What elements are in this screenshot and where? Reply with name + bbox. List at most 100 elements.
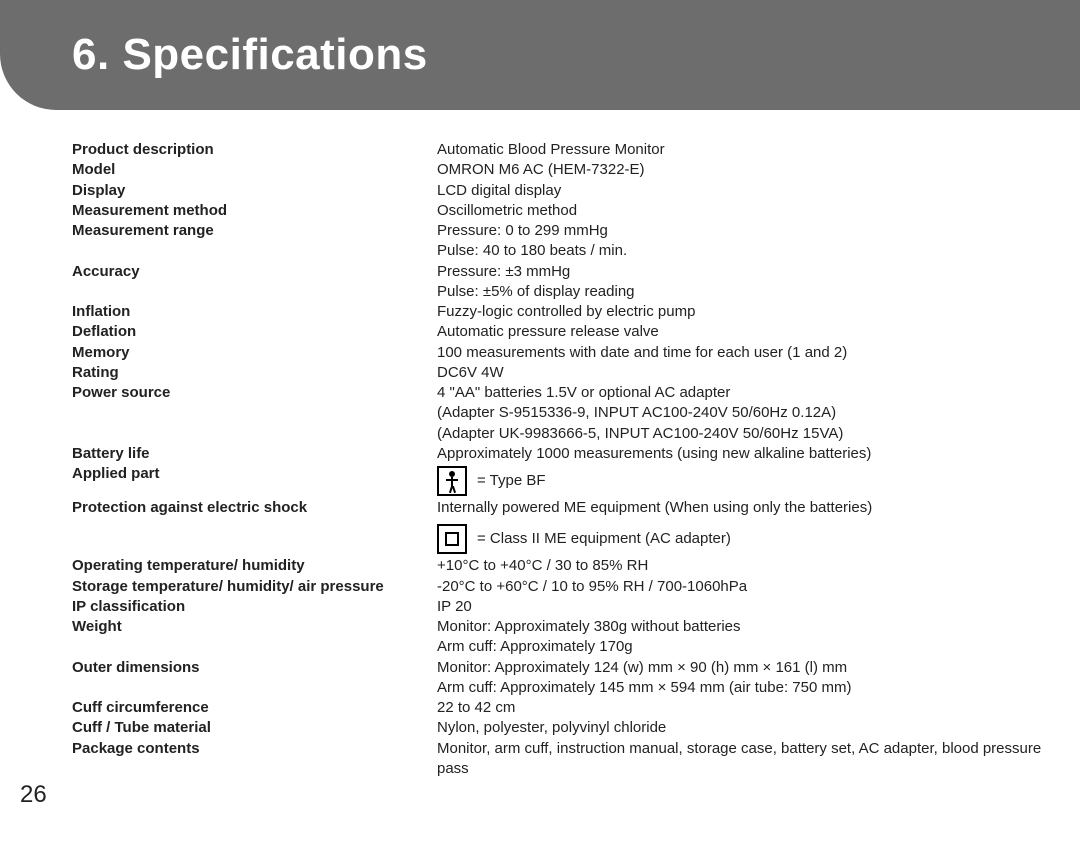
spec-label: Memory: [72, 343, 437, 363]
spec-row: Product descriptionAutomatic Blood Press…: [72, 140, 1052, 160]
icon-line: = Type BF: [437, 466, 1052, 496]
header-band: 6. Specifications: [0, 0, 1080, 110]
spec-value: Pressure: 0 to 299 mmHgPulse: 40 to 180 …: [437, 221, 1052, 262]
spec-row: Package contentsMonitor, arm cuff, instr…: [72, 739, 1052, 780]
spec-table: Product descriptionAutomatic Blood Press…: [72, 140, 1052, 779]
spec-value: 100 measurements with date and time for …: [437, 343, 1052, 363]
spec-label: Weight: [72, 617, 437, 637]
spec-value-line: Pulse: 40 to 180 beats / min.: [437, 241, 1052, 261]
spec-label: Deflation: [72, 322, 437, 342]
spec-value: Nylon, polyester, polyvinyl chloride: [437, 718, 1052, 738]
section-number: 6.: [72, 30, 110, 79]
spec-value-line: (Adapter S-9515336-9, INPUT AC100-240V 5…: [437, 403, 1052, 423]
spec-value-line: Pressure: ±3 mmHg: [437, 262, 1052, 282]
spec-value: DC6V 4W: [437, 363, 1052, 383]
spec-row: IP classificationIP 20: [72, 597, 1052, 617]
spec-row: DisplayLCD digital display: [72, 181, 1052, 201]
spec-value-line: OMRON M6 AC (HEM-7322-E): [437, 160, 1052, 180]
spec-value: Approximately 1000 measurements (using n…: [437, 444, 1052, 464]
spec-value-line: +10°C to +40°C / 30 to 85% RH: [437, 556, 1052, 576]
spec-row: Battery lifeApproximately 1000 measureme…: [72, 444, 1052, 464]
spec-value: Pressure: ±3 mmHgPulse: ±5% of display r…: [437, 262, 1052, 303]
spec-value: -20°C to +60°C / 10 to 95% RH / 700-1060…: [437, 577, 1052, 597]
spec-value: Fuzzy-logic controlled by electric pump: [437, 302, 1052, 322]
spec-value: Automatic Blood Pressure Monitor: [437, 140, 1052, 160]
spec-label: Power source: [72, 383, 437, 403]
spec-row: DeflationAutomatic pressure release valv…: [72, 322, 1052, 342]
spec-label: Accuracy: [72, 262, 437, 282]
spec-value-line: Automatic Blood Pressure Monitor: [437, 140, 1052, 160]
spec-value-line: (Adapter UK-9983666-5, INPUT AC100-240V …: [437, 424, 1052, 444]
class-ii-icon: [437, 524, 467, 554]
spec-value-line: Arm cuff: Approximately 145 mm × 594 mm …: [437, 678, 1052, 698]
spec-row: Power source4 "AA" batteries 1.5V or opt…: [72, 383, 1052, 444]
spec-value: LCD digital display: [437, 181, 1052, 201]
icon-text: = Type BF: [477, 471, 546, 491]
spec-label: Display: [72, 181, 437, 201]
page-number: 26: [20, 781, 47, 809]
spec-value: 22 to 42 cm: [437, 698, 1052, 718]
spec-label: Package contents: [72, 739, 437, 759]
spec-label: Measurement range: [72, 221, 437, 241]
spec-label: Cuff circumference: [72, 698, 437, 718]
spec-value: IP 20: [437, 597, 1052, 617]
spec-value-line: Internally powered ME equipment (When us…: [437, 498, 1052, 518]
spec-value-line: IP 20: [437, 597, 1052, 617]
spec-row: Cuff circumference22 to 42 cm: [72, 698, 1052, 718]
spec-label: Model: [72, 160, 437, 180]
section-heading: 6. Specifications: [72, 30, 428, 80]
spec-row: Storage temperature/ humidity/ air press…: [72, 577, 1052, 597]
spec-label: IP classification: [72, 597, 437, 617]
spec-label: Applied part: [72, 464, 437, 484]
spec-value-line: Monitor, arm cuff, instruction manual, s…: [437, 739, 1052, 780]
spec-value-line: 22 to 42 cm: [437, 698, 1052, 718]
spec-row: Cuff / Tube materialNylon, polyester, po…: [72, 718, 1052, 738]
spec-value: Monitor: Approximately 380g without batt…: [437, 617, 1052, 658]
spec-row: Operating temperature/ humidity+10°C to …: [72, 556, 1052, 576]
spec-label: Protection against electric shock: [72, 498, 437, 518]
spec-value: 4 "AA" batteries 1.5V or optional AC ada…: [437, 383, 1052, 444]
spec-label: Battery life: [72, 444, 437, 464]
spec-value-line: Monitor: Approximately 380g without batt…: [437, 617, 1052, 637]
spec-value-line: -20°C to +60°C / 10 to 95% RH / 700-1060…: [437, 577, 1052, 597]
spec-value-line: Approximately 1000 measurements (using n…: [437, 444, 1052, 464]
spec-value: OMRON M6 AC (HEM-7322-E): [437, 160, 1052, 180]
spec-value: Oscillometric method: [437, 201, 1052, 221]
spec-value: +10°C to +40°C / 30 to 85% RH: [437, 556, 1052, 576]
spec-row: AccuracyPressure: ±3 mmHgPulse: ±5% of d…: [72, 262, 1052, 303]
spec-value: Monitor: Approximately 124 (w) mm × 90 (…: [437, 658, 1052, 699]
spec-label: Outer dimensions: [72, 658, 437, 678]
spec-value: Monitor, arm cuff, instruction manual, s…: [437, 739, 1052, 780]
spec-value: Internally powered ME equipment (When us…: [437, 498, 1052, 556]
spec-value-line: 100 measurements with date and time for …: [437, 343, 1052, 363]
spec-value-line: Monitor: Approximately 124 (w) mm × 90 (…: [437, 658, 1052, 678]
type-bf-icon: [437, 466, 467, 496]
spec-label: Inflation: [72, 302, 437, 322]
spec-value-line: Fuzzy-logic controlled by electric pump: [437, 302, 1052, 322]
spec-label: Cuff / Tube material: [72, 718, 437, 738]
spec-value-line: Arm cuff: Approximately 170g: [437, 637, 1052, 657]
spec-row: Measurement rangePressure: 0 to 299 mmHg…: [72, 221, 1052, 262]
section-title: Specifications: [122, 30, 427, 79]
spec-row: InflationFuzzy-logic controlled by elect…: [72, 302, 1052, 322]
spec-row: RatingDC6V 4W: [72, 363, 1052, 383]
spec-value-line: 4 "AA" batteries 1.5V or optional AC ada…: [437, 383, 1052, 403]
spec-row: Protection against electric shockInterna…: [72, 498, 1052, 556]
spec-value: = Type BF: [437, 464, 1052, 498]
spec-label: Measurement method: [72, 201, 437, 221]
spec-label: Rating: [72, 363, 437, 383]
spec-value-line: DC6V 4W: [437, 363, 1052, 383]
spec-value: Automatic pressure release valve: [437, 322, 1052, 342]
spec-value-line: Nylon, polyester, polyvinyl chloride: [437, 718, 1052, 738]
spec-value-line: LCD digital display: [437, 181, 1052, 201]
spec-value-line: Pressure: 0 to 299 mmHg: [437, 221, 1052, 241]
spec-row: Outer dimensionsMonitor: Approximately 1…: [72, 658, 1052, 699]
spec-label: Operating temperature/ humidity: [72, 556, 437, 576]
spec-value-line: Oscillometric method: [437, 201, 1052, 221]
icon-text: = Class II ME equipment (AC adapter): [477, 529, 731, 549]
spec-row: Applied part = Type BF: [72, 464, 1052, 498]
spec-label: Product description: [72, 140, 437, 160]
spec-row: Memory100 measurements with date and tim…: [72, 343, 1052, 363]
spec-row: WeightMonitor: Approximately 380g withou…: [72, 617, 1052, 658]
spec-row: Measurement methodOscillometric method: [72, 201, 1052, 221]
